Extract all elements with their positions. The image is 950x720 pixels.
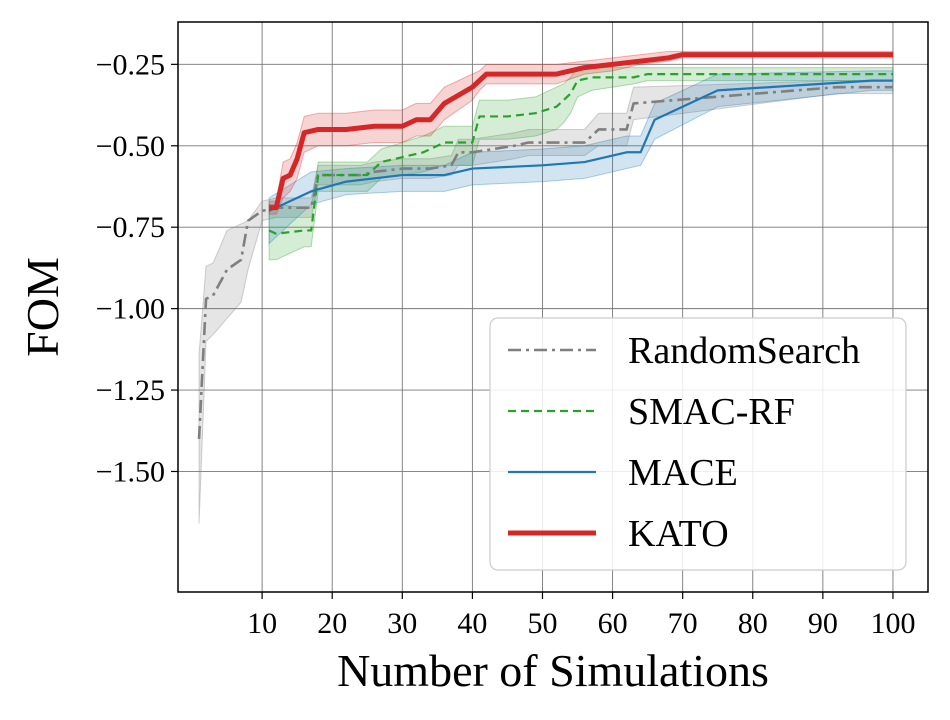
y-tick-label: −0.50: [96, 130, 165, 163]
kato-band: [268, 50, 894, 215]
legend-label-randomsearch: RandomSearch: [628, 330, 860, 372]
y-tick-label: −0.75: [96, 211, 165, 244]
y-tick-label: −0.25: [96, 48, 165, 81]
randomsearch-band: [198, 80, 894, 524]
x-tick-label: 10: [247, 607, 277, 640]
y-tick-label: −1.25: [96, 374, 165, 407]
x-tick-label: 60: [598, 607, 628, 640]
y-tick-label: −1.00: [96, 293, 165, 326]
x-tick-label: 20: [317, 607, 347, 640]
randomsearch-line: [197, 85, 893, 439]
smac-rf-line: [268, 73, 893, 235]
kato-line: [269, 52, 893, 211]
x-tick-label: 70: [668, 607, 698, 640]
x-axis-title: Number of Simulations: [337, 645, 769, 696]
legend-box: [489, 317, 907, 571]
legend-label-smac-rf: SMAC-RF: [628, 391, 795, 433]
x-tick-label: 50: [527, 607, 557, 640]
x-tick-label: 90: [808, 607, 838, 640]
confidence-bands: [198, 50, 894, 524]
x-tick-label: 100: [870, 607, 915, 640]
plot-frame: [177, 21, 929, 593]
legend: RandomSearch SMAC-RF MACE KATO: [489, 317, 907, 571]
y-axis-title: FOM: [17, 257, 68, 357]
x-tick-label: 30: [387, 607, 417, 640]
legend-label-mace: MACE: [628, 452, 738, 494]
series-lines: [197, 52, 893, 439]
legend-label-kato: KATO: [628, 513, 729, 555]
axis-ticks: 10 20 30 40 50 60 70 80 90 100 −0.25 −0.50 −0.75 −1.0…: [96, 48, 916, 640]
mace-line: [268, 79, 893, 212]
x-tick-label: 40: [457, 607, 487, 640]
mace-band: [268, 70, 894, 245]
x-tick-label: 80: [738, 607, 768, 640]
y-tick-label: −1.50: [96, 455, 165, 488]
